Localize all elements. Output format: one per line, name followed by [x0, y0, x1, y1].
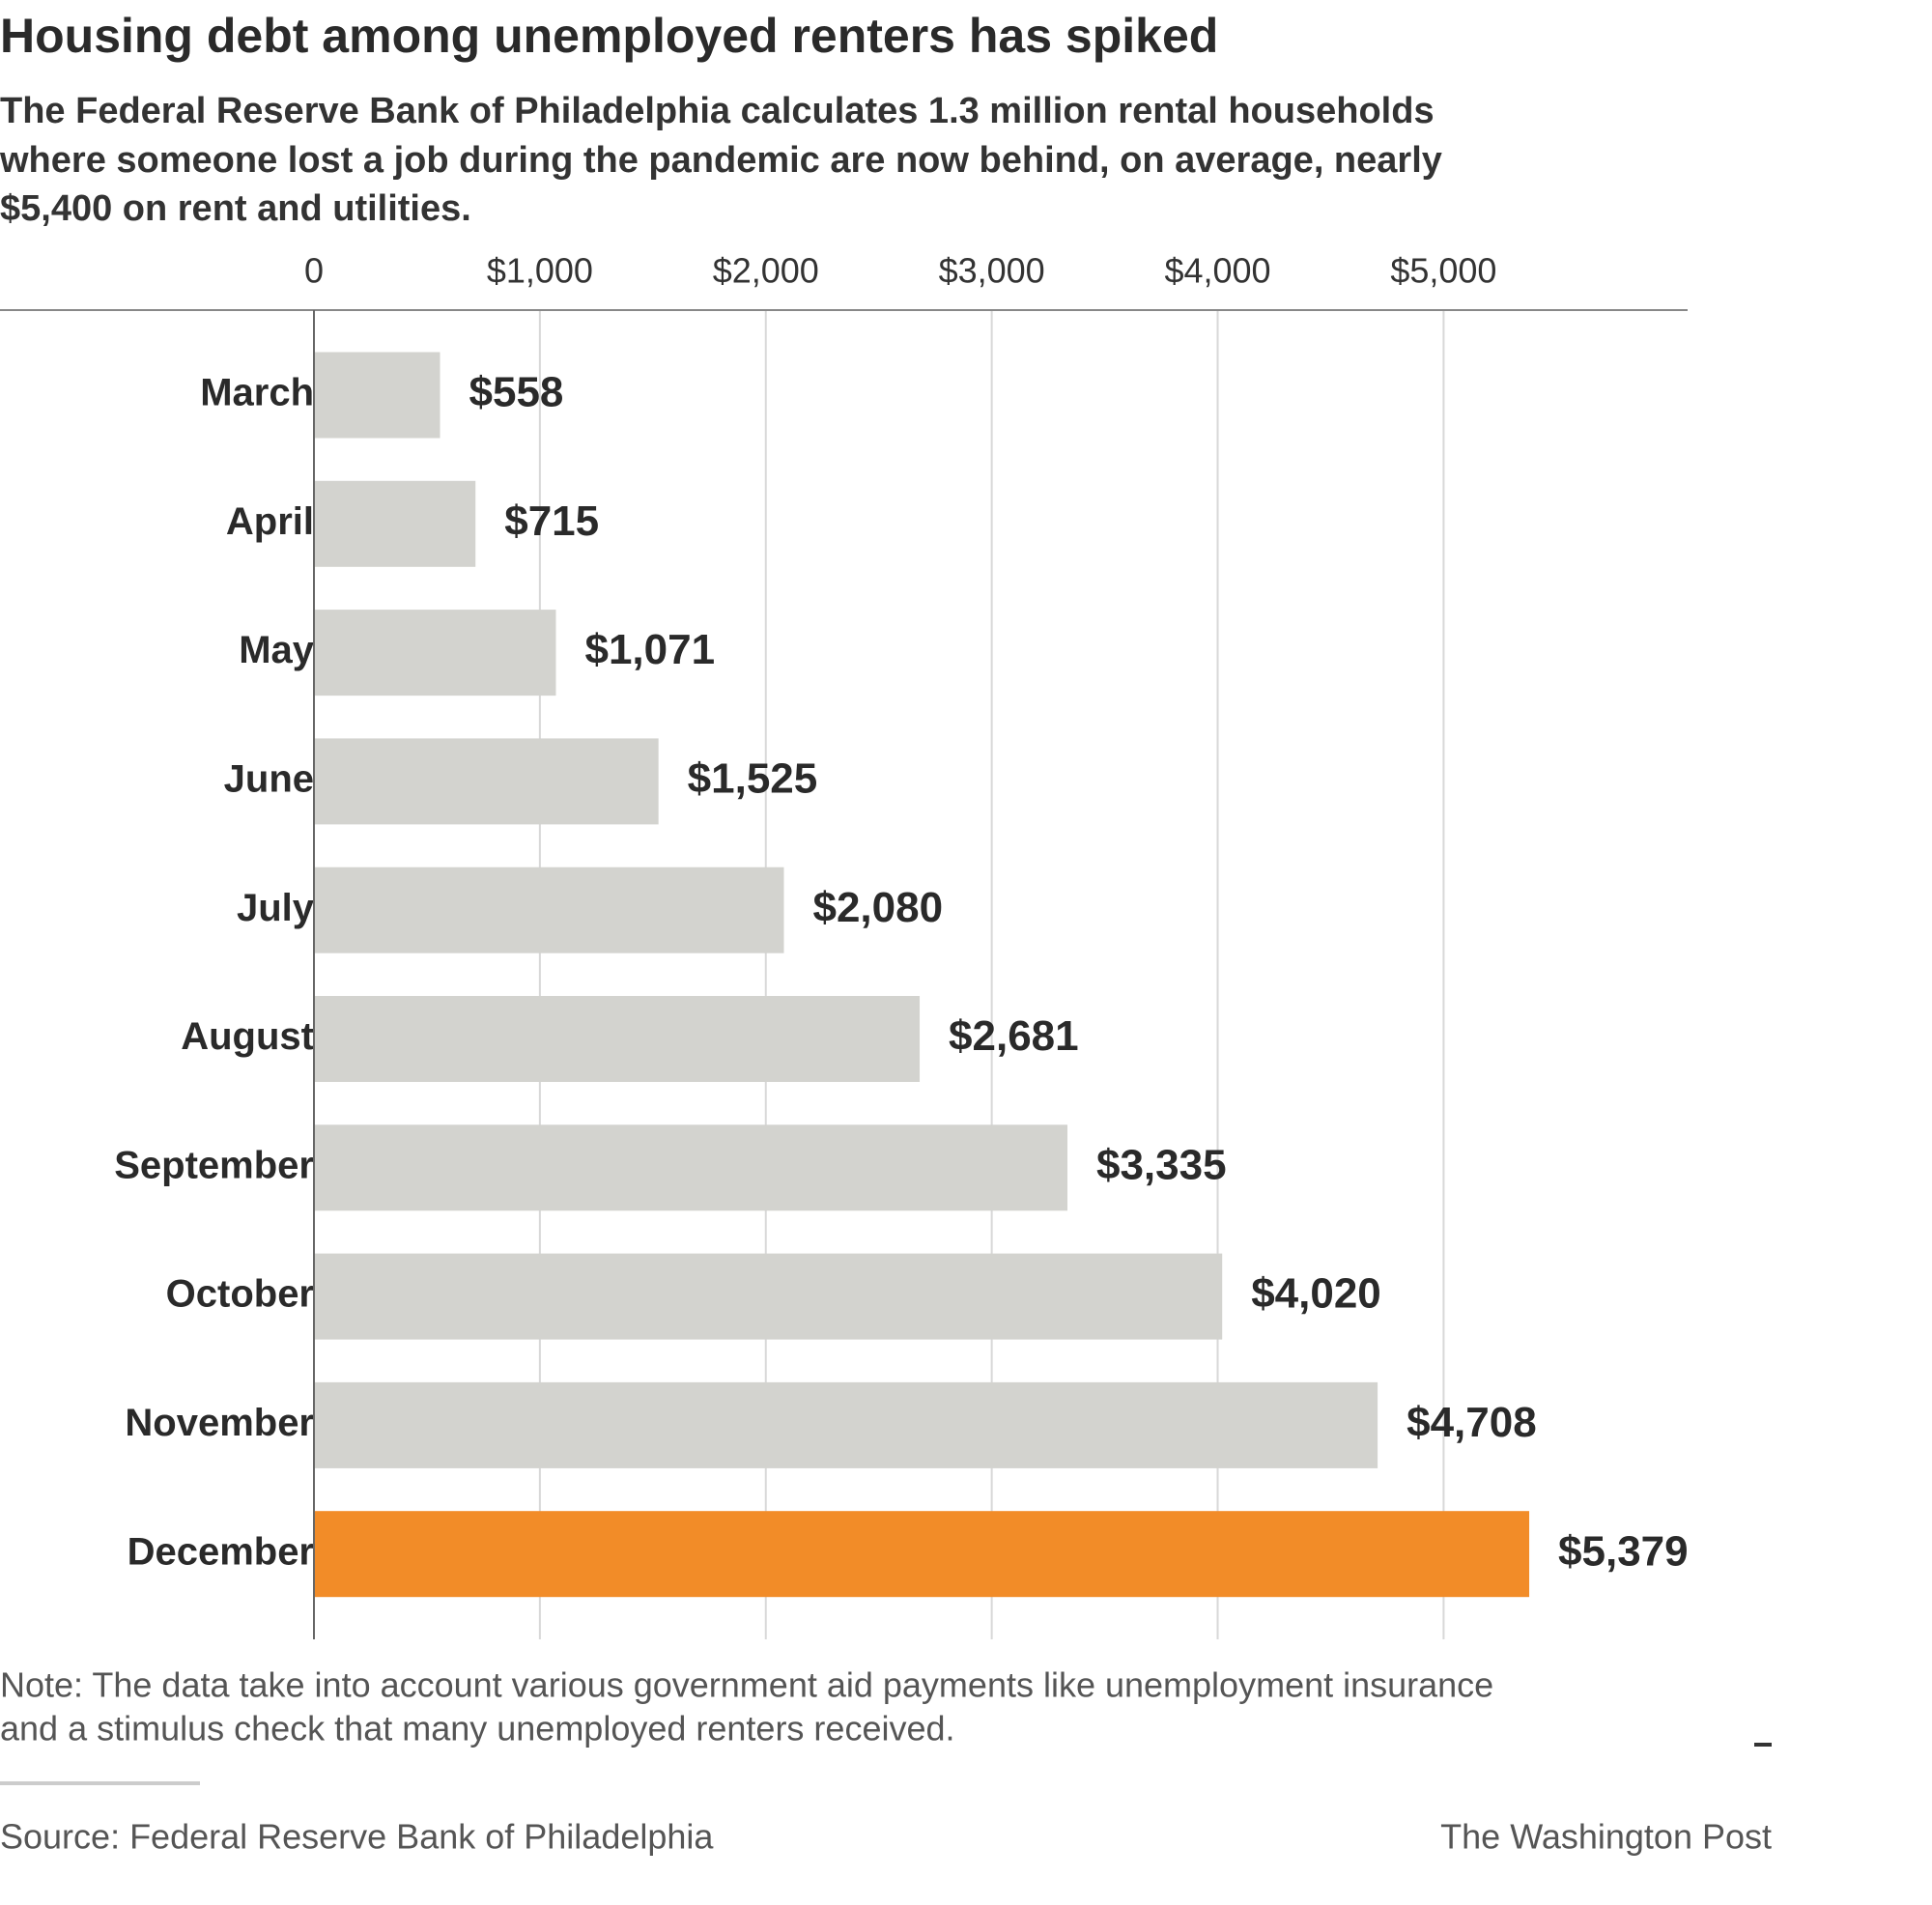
- x-tick-label: $4,000: [1164, 251, 1270, 291]
- bar: [314, 1511, 1530, 1598]
- value-label: $1,525: [688, 755, 818, 803]
- value-label: $715: [504, 498, 599, 545]
- y-tick-label: July: [237, 887, 315, 929]
- x-tick-label: $2,000: [713, 251, 819, 291]
- note: Note: The data take into account various…: [0, 1665, 1493, 1705]
- bar: [314, 1253, 1223, 1340]
- value-label: $4,020: [1251, 1270, 1381, 1318]
- value-label: $1,071: [584, 626, 715, 673]
- x-tick-label: $5,000: [1390, 251, 1496, 291]
- bar: [314, 352, 440, 439]
- bar: [314, 1381, 1378, 1468]
- x-tick-label: $1,000: [487, 251, 593, 291]
- y-tick-label: March: [200, 372, 314, 414]
- x-tick-label: 0: [304, 251, 324, 291]
- y-tick-label: April: [226, 500, 314, 543]
- subtitle: $5,400 on rent and utilities.: [0, 188, 471, 229]
- value-label: $558: [469, 369, 564, 416]
- subtitle: where someone lost a job during the pand…: [0, 140, 1442, 181]
- y-tick-label: August: [181, 1015, 314, 1058]
- y-tick-label: October: [166, 1273, 314, 1316]
- y-tick-label: December: [128, 1530, 314, 1573]
- bar: [314, 610, 556, 697]
- bar: [314, 996, 921, 1082]
- y-tick-label: June: [224, 757, 314, 800]
- credit: The Washington Post: [1440, 1817, 1772, 1857]
- y-tick-label: May: [239, 629, 315, 671]
- y-tick-label: September: [114, 1144, 314, 1186]
- value-label: $2,080: [812, 884, 943, 931]
- bar: [314, 738, 659, 825]
- value-label: $2,681: [949, 1012, 1079, 1060]
- value-label: $3,335: [1096, 1141, 1227, 1188]
- source: Source: Federal Reserve Bank of Philadel…: [0, 1817, 714, 1857]
- y-tick-label: November: [125, 1402, 314, 1444]
- subtitle: The Federal Reserve Bank of Philadelphia…: [0, 91, 1435, 131]
- bar: [314, 480, 476, 567]
- bar: [314, 867, 784, 953]
- note: and a stimulus check that many unemploye…: [0, 1709, 955, 1749]
- bar: [314, 1124, 1067, 1211]
- value-label: $4,708: [1406, 1399, 1537, 1446]
- value-label: $5,379: [1558, 1527, 1689, 1575]
- x-tick-label: $3,000: [939, 251, 1045, 291]
- chart-title: Housing debt among unemployed renters ha…: [0, 9, 1218, 63]
